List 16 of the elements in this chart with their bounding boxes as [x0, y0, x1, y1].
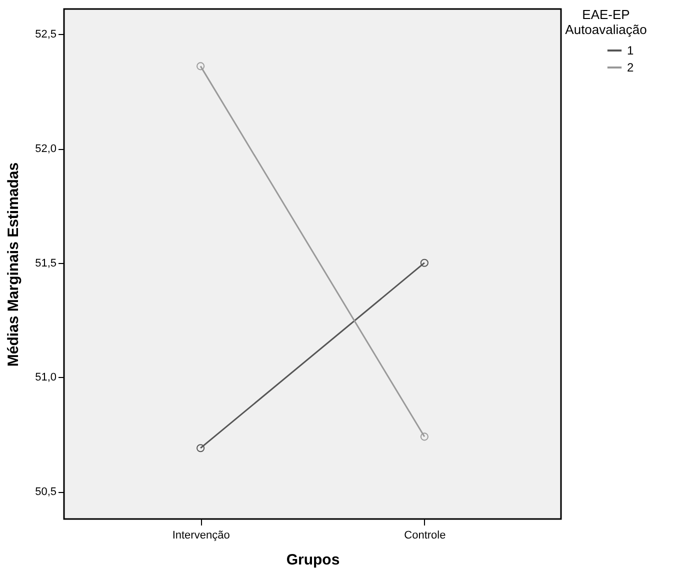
x-tick-label: Intervenção — [172, 530, 230, 542]
legend-title: EAE-EP Autoavaliação — [565, 7, 647, 37]
x-axis-title: Grupos — [286, 552, 340, 568]
y-tick-label: 51,5 — [35, 257, 56, 270]
x-tick-label: Controle — [404, 530, 446, 542]
point — [196, 62, 205, 70]
y-axis-title: Médias Marginais Estimadas — [5, 162, 22, 367]
legend-label: 2 — [627, 60, 634, 74]
y-tick-label: 51,0 — [35, 372, 56, 384]
y-tick-label: 50,5 — [35, 486, 56, 498]
legend-label: 1 — [627, 44, 634, 58]
y-tick-label: 52,5 — [35, 28, 56, 41]
y-tick-label: 52,0 — [35, 143, 56, 156]
point — [196, 444, 205, 452]
point — [420, 432, 428, 441]
point — [420, 258, 428, 267]
